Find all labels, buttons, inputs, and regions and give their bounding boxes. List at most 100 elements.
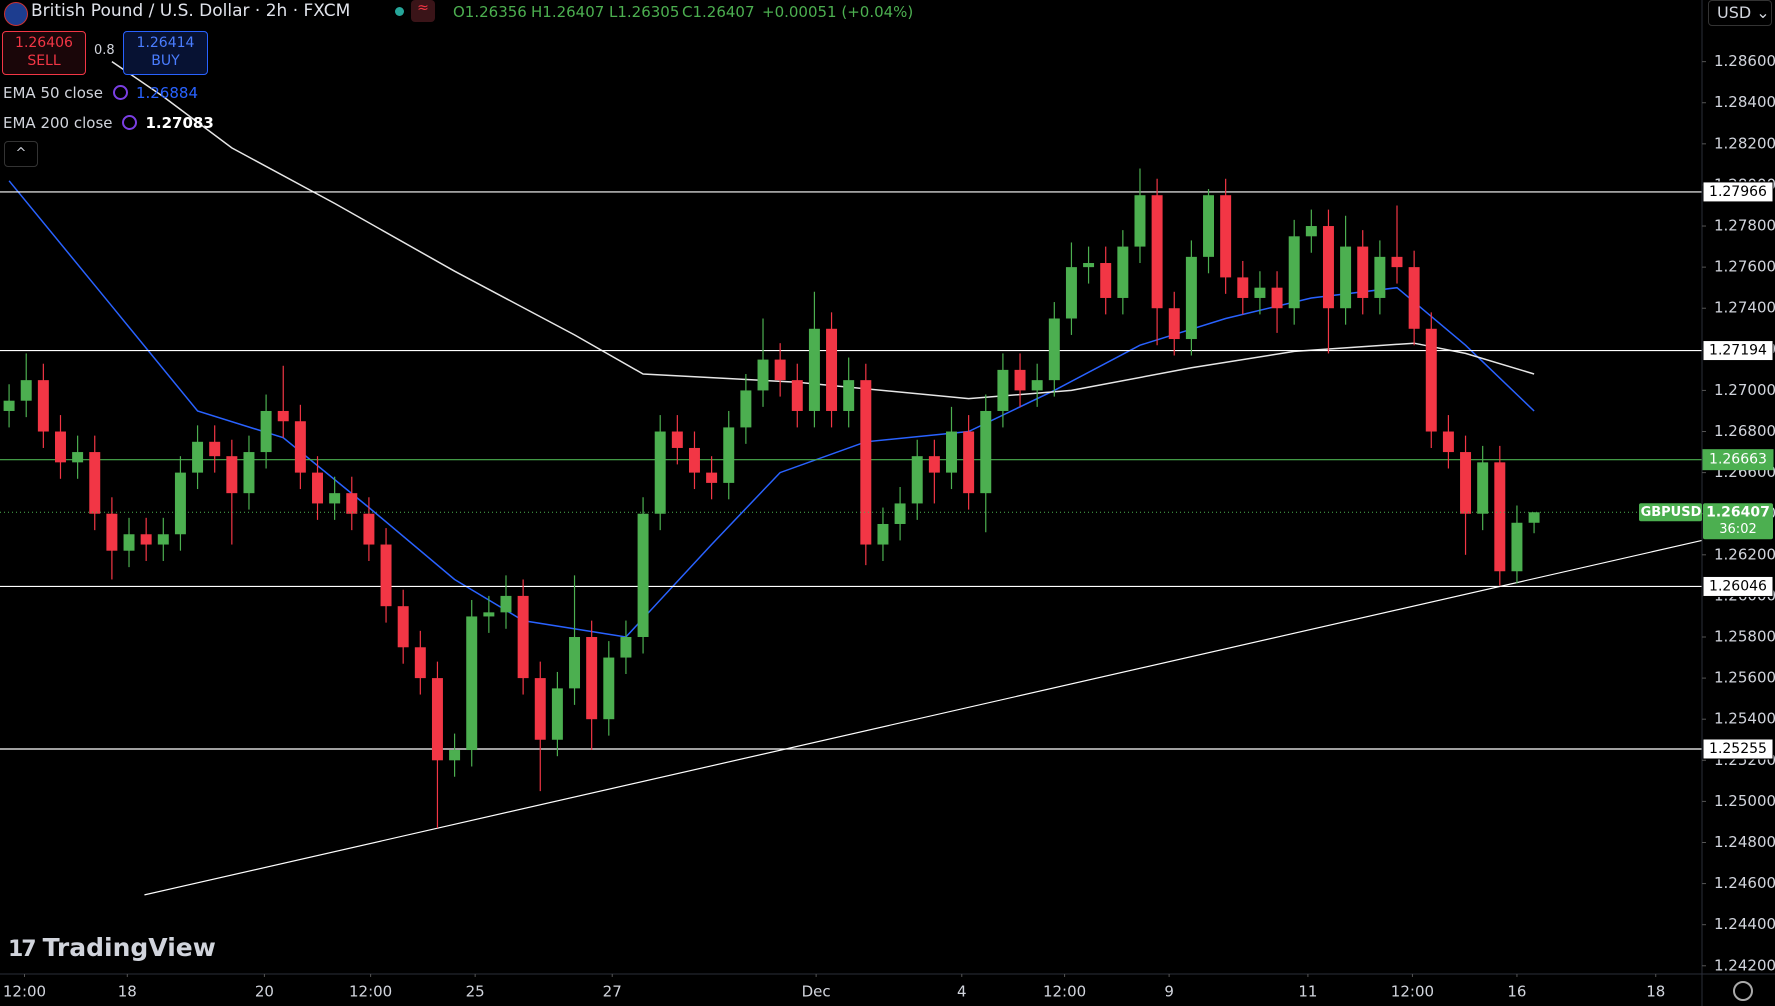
- candle-body: [449, 750, 461, 761]
- candle-body: [55, 431, 66, 463]
- candle-body: [723, 427, 735, 483]
- candle-body: [997, 369, 1009, 411]
- x-tick-label: 27: [603, 983, 622, 1001]
- candle-body: [894, 503, 906, 524]
- legend-name: EMA 50 close: [3, 84, 103, 102]
- candle-body: [603, 657, 615, 720]
- candle-body: [706, 472, 718, 483]
- legend-value: 1.26884: [135, 84, 198, 102]
- candle-body: [963, 431, 975, 494]
- buy-price: 1.26414: [136, 35, 195, 51]
- sell-button[interactable]: 1.26406 SELL: [2, 31, 86, 75]
- level-tag: [1702, 449, 1774, 471]
- candle-body: [826, 328, 838, 411]
- candle-body: [1357, 246, 1369, 298]
- ohlc-open: O1.26356: [453, 3, 527, 21]
- candle-body: [3, 400, 15, 411]
- data-warning[interactable]: ≈: [411, 0, 435, 22]
- symbol-title[interactable]: British Pound / U.S. Dollar · 2h · FXCM: [31, 1, 351, 21]
- candle-body: [1220, 195, 1232, 278]
- x-tick-label: 20: [255, 983, 274, 1001]
- flag-icon: [4, 2, 28, 26]
- y-tick-label: 1.24800: [1714, 833, 1775, 851]
- x-tick-label: 9: [1164, 983, 1174, 1001]
- collapse-button[interactable]: ^: [4, 141, 38, 167]
- candle-body: [911, 456, 923, 504]
- candle-body: [329, 493, 341, 504]
- y-tick-label: 1.24400: [1714, 915, 1775, 933]
- candle-body: [209, 441, 221, 457]
- candle-body: [1391, 256, 1403, 268]
- candle-body: [157, 534, 169, 545]
- candle-body: [1425, 328, 1437, 432]
- y-tick-label: 1.28400: [1714, 93, 1775, 111]
- candle-body: [312, 472, 323, 504]
- countdown: 36:02: [1719, 522, 1756, 537]
- level-tag: [1702, 738, 1774, 760]
- candle-body: [551, 688, 563, 740]
- candle-body: [980, 410, 992, 494]
- buy-button[interactable]: 1.26414 BUY: [123, 31, 208, 75]
- currency: USD: [1717, 3, 1752, 22]
- y-tick-label: 1.24600: [1714, 874, 1775, 892]
- candle-body: [1460, 452, 1472, 514]
- candle-body: [1322, 226, 1334, 309]
- candle-body: [1014, 369, 1026, 391]
- ohlc-low: L1.26305: [609, 3, 680, 21]
- symbol-tag: [1639, 503, 1702, 522]
- level-tag-label: 1.25255: [1709, 741, 1767, 757]
- y-tick-label: 1.26800: [1714, 422, 1775, 440]
- candle-body: [72, 452, 84, 463]
- x-tick-label: 16: [1507, 983, 1526, 1001]
- candle-body: [1254, 287, 1266, 298]
- candle-body: [380, 544, 392, 607]
- candle-body: [1100, 263, 1112, 298]
- legend-value: 1.27083: [145, 114, 214, 132]
- level-tag-label: 1.26663: [1709, 452, 1767, 468]
- candle-body: [1340, 246, 1352, 309]
- brand-icon: 17: [8, 937, 37, 962]
- brand-logo: 17 TradingView: [8, 933, 216, 962]
- candle-body: [620, 637, 632, 658]
- y-tick-label: 1.27000: [1714, 381, 1775, 399]
- y-tick-label: 1.26200: [1714, 545, 1775, 563]
- y-tick-label: 1.27800: [1714, 217, 1775, 235]
- candle-body: [500, 595, 512, 613]
- candle-body: [740, 390, 752, 428]
- candle-body: [1271, 287, 1283, 309]
- candle-body: [277, 410, 289, 422]
- candle-body: [1305, 226, 1317, 237]
- x-tick-label: 12:00: [1391, 983, 1434, 1001]
- candle-body: [431, 678, 443, 761]
- candle-body: [20, 380, 32, 401]
- settings-icon[interactable]: [1733, 981, 1753, 1001]
- x-tick-label: 4: [957, 983, 967, 1001]
- currency-button[interactable]: USD ⌄: [1708, 0, 1772, 26]
- legend-name: EMA 200 close: [3, 114, 113, 132]
- x-tick-label: 25: [466, 983, 485, 1001]
- candle-body: [1408, 267, 1420, 329]
- candle-body: [106, 513, 118, 551]
- ohlc-close: C1.26407: [682, 3, 755, 21]
- candle-body: [654, 431, 666, 514]
- legend-ema50[interactable]: EMA 50 close 1.26884: [3, 84, 198, 102]
- candle-body: [808, 328, 820, 411]
- candle-body: [791, 380, 803, 411]
- candle-body: [466, 616, 478, 751]
- candle-body: [517, 595, 529, 679]
- legend-icon: [112, 85, 128, 100]
- candle-body: [123, 534, 135, 551]
- candle-body: [1477, 462, 1489, 514]
- candle-body: [1168, 308, 1180, 340]
- ohlc-change: +0.00051 (+0.04%): [762, 3, 914, 21]
- candle-body: [1442, 431, 1454, 453]
- ema-line: [111, 60, 1535, 400]
- trendline: [144, 539, 1702, 896]
- candle-body: [637, 513, 649, 638]
- candle-body: [843, 380, 855, 411]
- x-tick-label: Dec: [802, 983, 831, 1001]
- legend-ema200[interactable]: EMA 200 close 1.27083: [3, 114, 214, 132]
- sell-label: SELL: [27, 53, 61, 69]
- buy-label: BUY: [151, 53, 180, 69]
